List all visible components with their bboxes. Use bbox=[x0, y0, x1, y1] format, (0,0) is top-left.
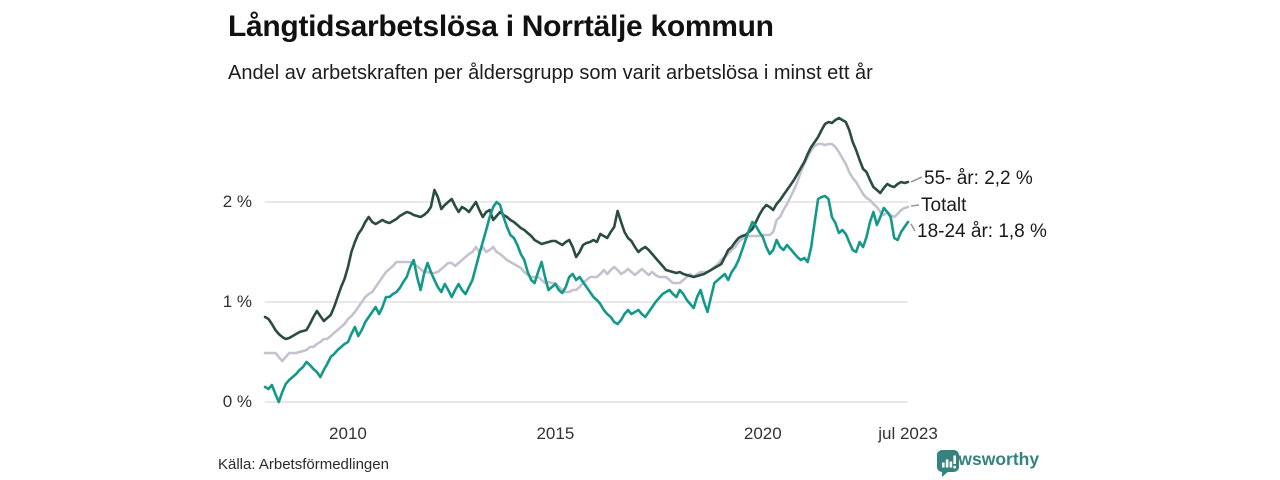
x-axis-tick-label: jul 2023 bbox=[878, 424, 938, 443]
x-axis-tick-label: 2015 bbox=[536, 424, 575, 443]
legend-label-totalt: Totalt bbox=[921, 195, 967, 216]
legend-label-18-24: 18-24 år: 1,8 % bbox=[917, 221, 1047, 242]
y-axis-tick-label: 2 % bbox=[222, 192, 252, 211]
page-title: Långtidsarbetslösa i Norrtälje kommun bbox=[228, 10, 774, 43]
y-axis-tick-label: 0 % bbox=[222, 392, 252, 411]
legend-leader bbox=[910, 176, 923, 183]
branding: Newsworthy bbox=[936, 449, 1040, 477]
page-subtitle: Andel av arbetskraften per åldersgrupp s… bbox=[228, 62, 873, 84]
source-note: Källa: Arbetsförmedlingen bbox=[218, 456, 389, 473]
series-line-55-r bbox=[263, 116, 910, 341]
branding-wordmark: Newsworthy bbox=[936, 449, 1040, 469]
newsworthy-logo-icon bbox=[937, 450, 959, 477]
y-axis-tick-label: 1 % bbox=[222, 292, 252, 311]
legend-leader bbox=[910, 223, 916, 232]
x-axis-tick-label: 2020 bbox=[743, 424, 782, 443]
legend-leader bbox=[910, 204, 920, 207]
x-axis-tick-label: 2010 bbox=[329, 424, 367, 443]
legend-label-55-plus: 55- år: 2,2 % bbox=[924, 168, 1033, 189]
series-line-totalt bbox=[263, 142, 910, 363]
series-line-18-24-r bbox=[263, 194, 910, 404]
